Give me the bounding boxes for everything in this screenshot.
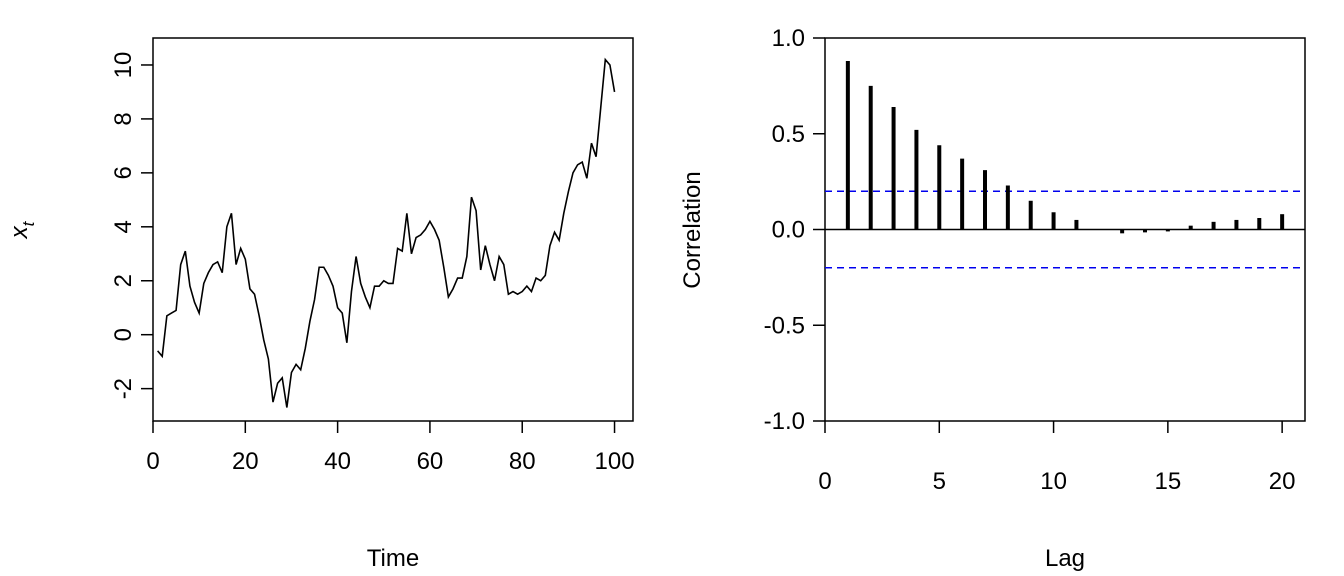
acf-y-tick-label: -1.0: [764, 408, 805, 435]
time-series-x-tick-label: 20: [232, 448, 259, 475]
acf-panel: 0 5 10 15 20 -1.0 -0.5 0.0 0.5 1.0 Lag Correlati…: [679, 25, 1306, 572]
time-series-x-tick-label: 40: [324, 448, 351, 475]
acf-x-label: Lag: [1045, 545, 1085, 572]
time-series-y-tick-label: 6: [110, 166, 137, 179]
time-series-y-tick-label: 0: [110, 328, 137, 341]
time-series-x-tick-label: 60: [417, 448, 444, 475]
time-series-x-ticks: 0 20 40 60 80 100: [146, 421, 635, 475]
acf-x-tick-label: 0: [818, 468, 831, 495]
time-series-frame: [152, 37, 634, 422]
time-series-x-tick-label: 100: [595, 448, 635, 475]
time-series-y-ticks: -2 0 2 4 6 8 10: [110, 52, 153, 399]
acf-y-label: Correlation: [679, 171, 706, 288]
acf-x-ticks: 0 5 10 15 20: [818, 421, 1295, 495]
acf-x-tick-label: 5: [933, 468, 946, 495]
time-series-line: [157, 57, 616, 408]
time-series-x-tick-label: 0: [146, 448, 159, 475]
time-series-x-label: Time: [367, 545, 419, 572]
time-series-x-tick-label: 80: [509, 448, 536, 475]
acf-y-tick-label: 0.0: [772, 217, 805, 244]
time-series-y-tick-label: 10: [110, 52, 137, 79]
acf-x-tick-label: 10: [1040, 468, 1067, 495]
time-series-y-tick-label: 4: [110, 220, 137, 233]
time-series-y-tick-label: 2: [110, 274, 137, 287]
time-series-y-tick-label: -2: [110, 378, 137, 399]
acf-x-tick-label: 15: [1155, 468, 1182, 495]
acf-x-tick-label: 20: [1269, 468, 1296, 495]
time-series-y-label: xt: [6, 220, 38, 239]
acf-y-tick-label: 1.0: [772, 25, 805, 52]
acf-bars: [845, 60, 1285, 234]
time-series-panel: 0 20 40 60 80 100 -2 0 2 4 6 8 10 Time xt: [6, 37, 635, 572]
acf-y-tick-label: 0.5: [772, 121, 805, 148]
acf-y-ticks: -1.0 -0.5 0.0 0.5 1.0: [764, 25, 825, 435]
time-series-y-tick-label: 8: [110, 112, 137, 125]
time-series-y-label-subscript: t: [19, 220, 38, 226]
acf-y-tick-label: -0.5: [764, 312, 805, 339]
time-series-y-label-main: x: [6, 225, 33, 239]
